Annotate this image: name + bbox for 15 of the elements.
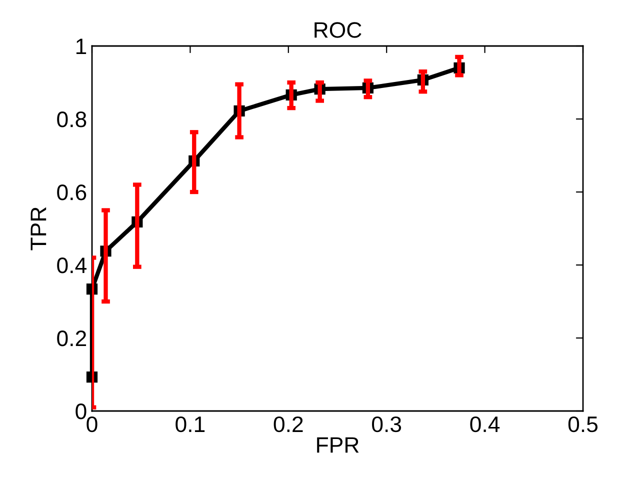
x-axis-title: FPR: [317, 437, 359, 453]
x-tick-label: 0.4: [470, 416, 500, 432]
x-tick-label: 0.1: [176, 416, 205, 432]
y-tick-label: 0.6: [57, 184, 86, 200]
y-tick-label: 0: [76, 404, 86, 420]
y-tick-label: 1: [76, 38, 86, 54]
x-tick-label: 0.2: [274, 416, 303, 432]
y-tick-label: 0.4: [57, 258, 86, 274]
x-tick-label: 0.5: [568, 416, 598, 432]
chart-title: ROC: [314, 22, 362, 38]
y-tick-label: 0.2: [57, 330, 86, 346]
x-tick-label: 0: [86, 416, 98, 432]
y-tick-label: 0.8: [57, 112, 86, 128]
y-axis-title: TPR: [30, 207, 46, 250]
x-tick-label: 0.3: [372, 416, 402, 432]
